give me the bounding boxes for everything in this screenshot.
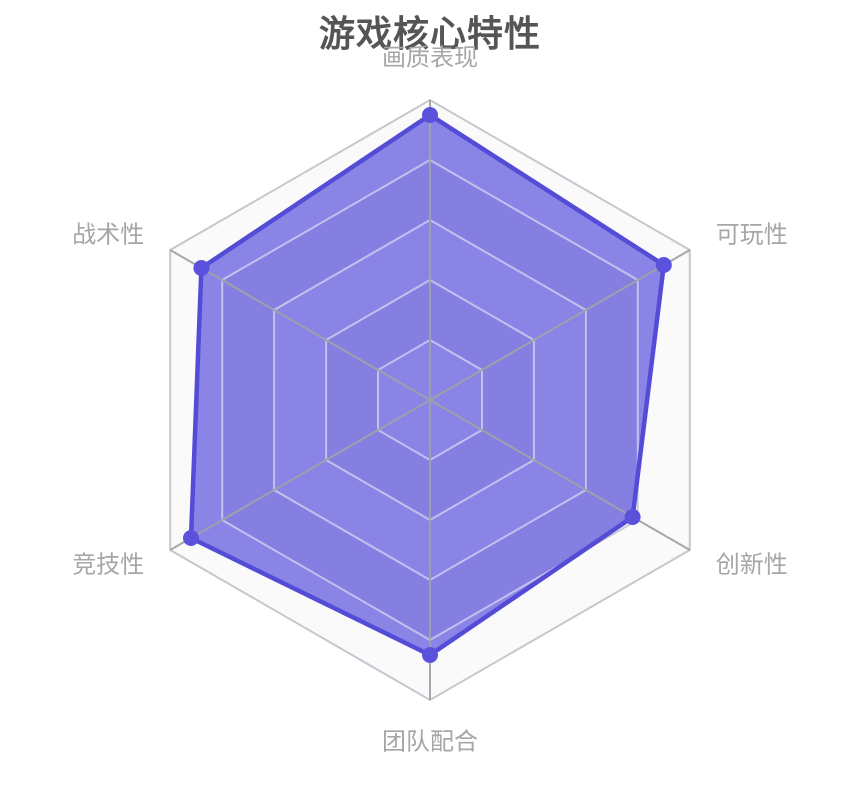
chart-title: 游戏核心特性	[318, 13, 541, 54]
axis-label: 竞技性	[72, 552, 144, 579]
axis-spoke	[169, 399, 431, 551]
axis-label: 画质表现	[382, 45, 478, 72]
axis-label: 可玩性	[716, 222, 788, 249]
data-area	[191, 115, 664, 655]
axis-label: 创新性	[716, 552, 788, 579]
axis-label: 团队配合	[382, 729, 478, 756]
data-point[interactable]	[193, 260, 210, 276]
data-point[interactable]	[422, 107, 438, 123]
data-point[interactable]	[422, 647, 438, 663]
axis-label: 战术性	[72, 222, 144, 249]
data-point[interactable]	[183, 530, 199, 546]
axis-spoke	[429, 249, 691, 401]
axis-spoke	[429, 399, 691, 551]
data-point[interactable]	[624, 509, 641, 525]
axis-spoke	[169, 249, 431, 401]
data-point[interactable]	[655, 257, 672, 273]
